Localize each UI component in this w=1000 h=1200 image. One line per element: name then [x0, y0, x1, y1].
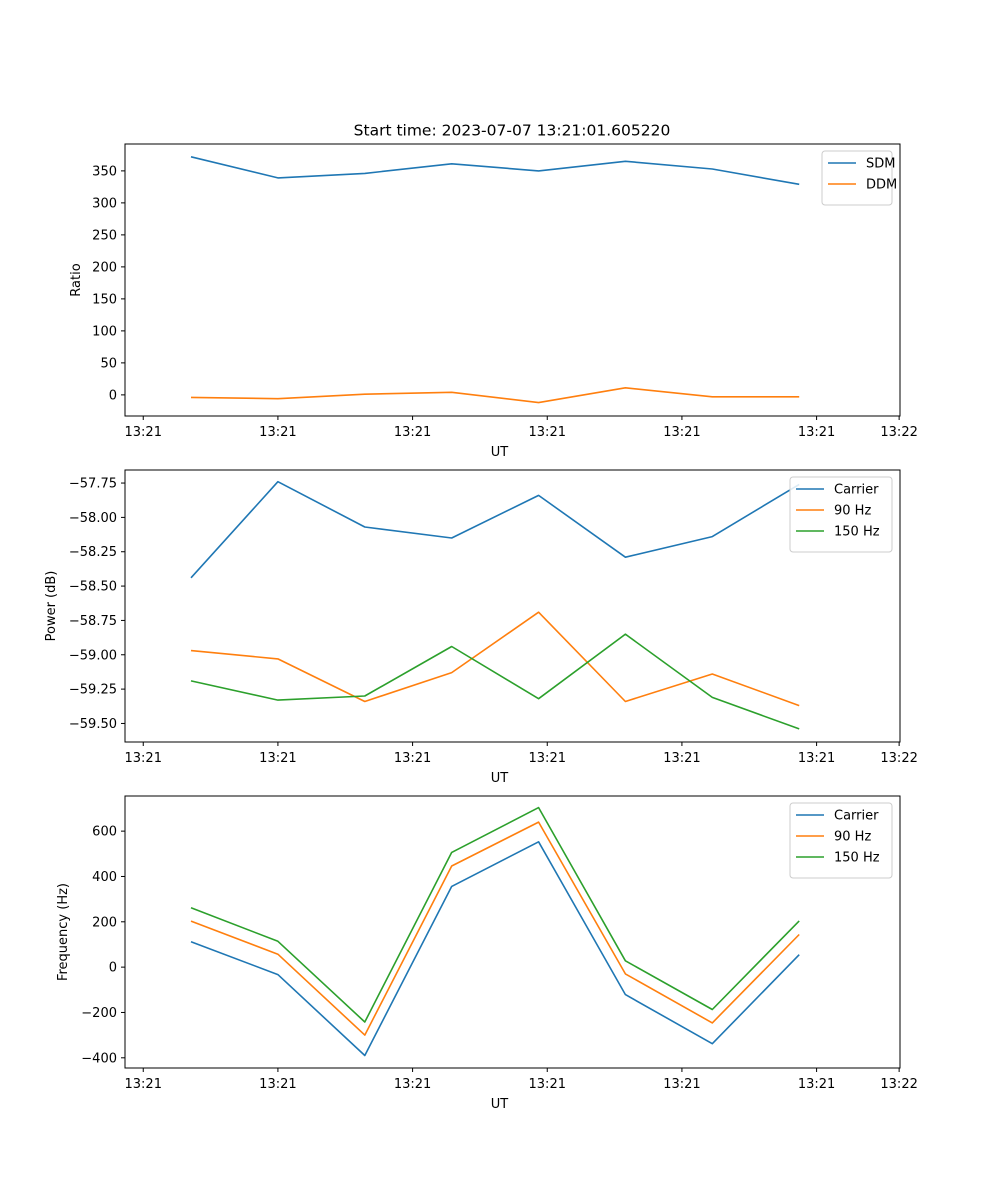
legend-box — [789, 802, 893, 879]
series-line-sdm — [190, 156, 800, 186]
legend-box — [821, 150, 893, 206]
y-tick-label: −59.50 — [69, 717, 117, 732]
y-tick-label: 200 — [92, 260, 117, 275]
y-tick-label: 100 — [92, 324, 117, 339]
legend-label: Carrier — [834, 483, 879, 498]
x-tick-label: 13:22 — [880, 1077, 917, 1092]
y-tick-label: −200 — [81, 1006, 117, 1021]
series-line-150-hz — [190, 806, 800, 1023]
chart-panel-1: 13:21 13:21 13:21 13:21 13:21 13:21 13:22 0 50 10… — [69, 143, 918, 460]
x-tick-label: 13:21 — [394, 1077, 431, 1092]
x-tick-label: 13:21 — [663, 751, 700, 766]
x-tick-label: 13:21 — [529, 751, 566, 766]
chart-panel-3: 13:21 13:21 13:21 13:21 13:21 13:21 13:22 −400 −… — [56, 795, 918, 1112]
y-tick-label: 200 — [92, 915, 117, 930]
chart-panels: 13:21 13:21 13:21 13:21 13:21 13:21 13:22 0 50 10… — [44, 143, 918, 1112]
x-tick-label: 13:22 — [880, 751, 917, 766]
y-tick-label: 0 — [109, 388, 117, 403]
plot-frame — [124, 469, 901, 743]
legend-label: 90 Hz — [834, 504, 871, 519]
y-tick-label: −400 — [81, 1051, 117, 1066]
y-tick-label: −59.25 — [69, 683, 117, 698]
x-tick-label: 13:21 — [259, 1077, 296, 1092]
y-tick-label: 400 — [92, 870, 117, 885]
series-line-carrier — [190, 840, 800, 1057]
y-tick-label: 0 — [109, 961, 117, 976]
x-tick-label: 13:21 — [798, 751, 835, 766]
y-tick-label: 300 — [92, 196, 117, 211]
x-tick-label: 13:21 — [529, 425, 566, 440]
x-tick-label: 13:21 — [259, 751, 296, 766]
y-axis-label: Frequency (Hz) — [56, 883, 71, 981]
legend-label: Carrier — [834, 809, 879, 824]
legend-label: SDM — [866, 157, 895, 172]
series-line-ddm — [190, 386, 800, 404]
chart-panel-2: 13:21 13:21 13:21 13:21 13:21 13:21 13:22 −59.5… — [44, 469, 918, 786]
legend-box — [789, 476, 893, 553]
x-tick-label: 13:22 — [880, 425, 917, 440]
legend-label: 150 Hz — [834, 525, 880, 540]
y-tick-label: −57.75 — [69, 477, 117, 492]
x-tick-label: 13:21 — [125, 425, 162, 440]
y-tick-label: 50 — [100, 356, 117, 371]
series-line-90-hz — [190, 821, 800, 1036]
plot-frame — [124, 143, 901, 417]
legend: Carrier 90 Hz 150 Hz — [789, 476, 893, 553]
legend-label: 150 Hz — [834, 851, 880, 866]
legend: Carrier 90 Hz 150 Hz — [789, 802, 893, 879]
x-axis-label: UT — [491, 1097, 509, 1112]
plot-frame — [124, 795, 901, 1069]
x-tick-label: 13:21 — [125, 751, 162, 766]
y-tick-label: 350 — [92, 164, 117, 179]
legend-label: DDM — [866, 178, 897, 193]
legend-label: 90 Hz — [834, 830, 871, 845]
y-tick-label: −58.75 — [69, 614, 117, 629]
x-tick-label: 13:21 — [259, 425, 296, 440]
x-tick-label: 13:21 — [394, 425, 431, 440]
x-tick-label: 13:21 — [125, 1077, 162, 1092]
x-tick-label: 13:21 — [394, 751, 431, 766]
y-tick-label: −58.25 — [69, 545, 117, 560]
y-axis-label: Power (dB) — [44, 571, 59, 642]
series-line-150-hz — [190, 633, 800, 730]
x-tick-label: 13:21 — [798, 425, 835, 440]
x-axis-label: UT — [491, 445, 509, 460]
x-axis-label: UT — [491, 771, 509, 786]
series-line-carrier — [190, 480, 800, 579]
y-axis-label: Ratio — [69, 263, 84, 296]
series-line-90-hz — [190, 611, 800, 707]
y-tick-label: 150 — [92, 292, 117, 307]
x-tick-label: 13:21 — [798, 1077, 835, 1092]
x-tick-label: 13:21 — [663, 425, 700, 440]
legend: SDM DDM — [821, 150, 897, 206]
y-tick-label: −59.00 — [69, 648, 117, 663]
y-tick-label: −58.50 — [69, 580, 117, 595]
x-tick-label: 13:21 — [529, 1077, 566, 1092]
figure-title: Start time: 2023-07-07 13:21:01.605220 — [354, 122, 671, 140]
y-tick-label: 600 — [92, 825, 117, 840]
x-tick-label: 13:21 — [663, 1077, 700, 1092]
y-tick-label: −58.00 — [69, 511, 117, 526]
y-tick-label: 250 — [92, 228, 117, 243]
